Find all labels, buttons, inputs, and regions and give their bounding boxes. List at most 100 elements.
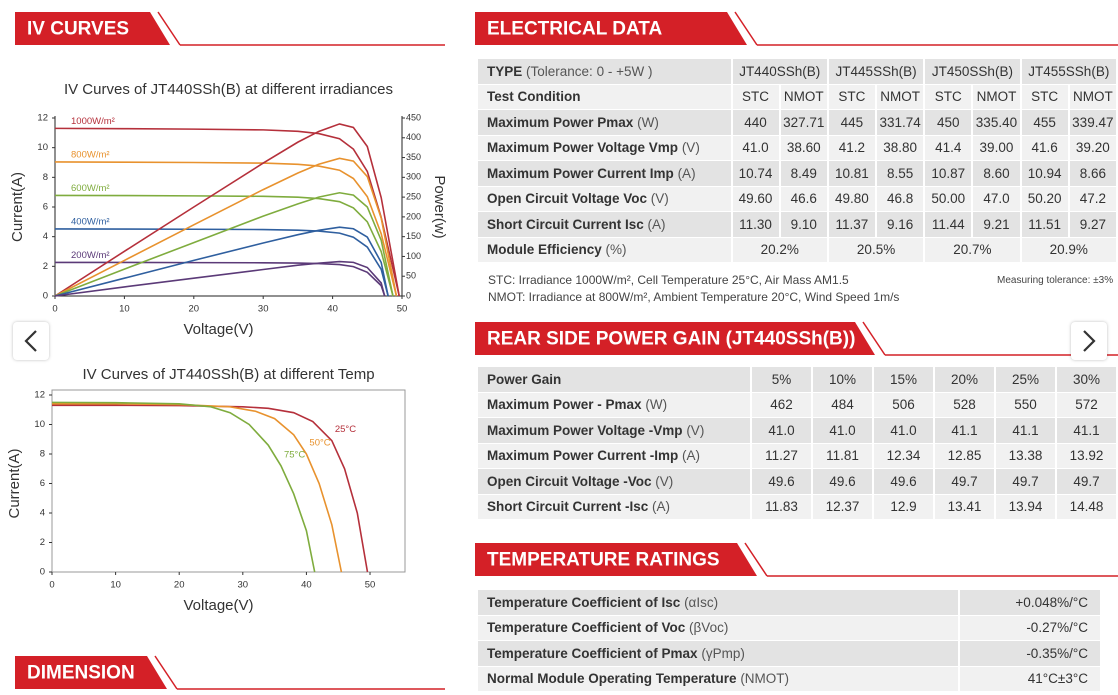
cell: 41.0 <box>752 418 812 443</box>
table-row: Short Circuit Current -Isc (A) 11.83 12.37… <box>478 494 1116 519</box>
y-tick-label: 0 <box>40 567 45 578</box>
table-row: Test Condition STC NMOT STC NMOT STC NMOT STC NM… <box>478 84 1116 109</box>
y2-tick-label: 50 <box>406 271 416 281</box>
y2-tick-label: 350 <box>406 152 421 162</box>
y2-tick-label: 400 <box>406 132 421 142</box>
table-row: Open Circuit Voltage Voc (V) 49.60 46.6 49.… <box>478 186 1116 211</box>
cell: 339.47 <box>1069 110 1116 135</box>
cell: 49.7 <box>935 469 994 494</box>
cell: NMOT <box>973 84 1020 109</box>
x-tick-label: 40 <box>301 580 312 591</box>
cell: JT440SSh(B) <box>732 59 827 84</box>
series-label: 50°C <box>309 438 330 449</box>
unit-text: (Tolerance: 0 - +5W ) <box>526 63 653 79</box>
y-tick-label: 8 <box>40 449 45 460</box>
cell: 49.80 <box>828 186 875 211</box>
label-text: Normal Module Operating Temperature <box>487 671 737 687</box>
cell: 41.4 <box>925 135 972 160</box>
y-tick-label: 6 <box>40 478 45 489</box>
table-row: Maximum Power - Pmax (W) 462 484 506 528 550 5… <box>478 392 1116 417</box>
cell: 506 <box>874 392 933 417</box>
cell: STC <box>828 84 875 109</box>
curve <box>54 157 398 297</box>
cell: 455 <box>1021 110 1068 135</box>
next-button[interactable] <box>1071 322 1107 360</box>
cell: STC <box>925 84 972 109</box>
section-title: IV CURVES <box>27 19 129 40</box>
unit-text: (βVoc) <box>689 620 729 636</box>
cell: 49.7 <box>995 469 1055 494</box>
cell: 12.37 <box>813 494 873 519</box>
row-label: Temperature Coefficient of Voc (βVoc) <box>478 615 958 640</box>
chart-title: IV Curves of JT440SSh(B) at different ir… <box>64 81 393 98</box>
cell: 484 <box>813 392 873 417</box>
row-label: Module Efficiency (%) <box>478 237 731 262</box>
row-label: TYPE (Tolerance: 0 - +5W ) <box>478 59 731 84</box>
y-tick-label: 12 <box>34 390 45 401</box>
x-tick-label: 0 <box>49 580 54 591</box>
section-title: ELECTRICAL DATA <box>487 19 662 40</box>
cell: 11.51 <box>1021 212 1068 237</box>
cell: 11.37 <box>828 212 875 237</box>
plot-frame <box>51 389 406 573</box>
y2-tick-label: 0 <box>406 290 411 300</box>
unit-text: (A) <box>647 216 666 232</box>
cell: 550 <box>995 392 1055 417</box>
tolerance-note: Measuring tolerance: ±3% <box>997 275 1114 286</box>
section-title: TEMPERATURE RATINGS <box>487 550 720 571</box>
cell: 11.27 <box>752 443 812 468</box>
y-tick-label: 4 <box>43 231 48 242</box>
curve <box>54 161 398 297</box>
cell: 10% <box>813 367 873 392</box>
banner-stroke <box>157 11 181 46</box>
y-tick-label: 10 <box>34 419 45 430</box>
cell: 49.7 <box>1056 469 1116 494</box>
unit-text: (W) <box>637 114 659 130</box>
x-tick-label: 0 <box>52 304 57 315</box>
cell: 12.9 <box>874 494 933 519</box>
label-text: Short Circuit Current -Isc <box>487 499 649 515</box>
banner-stroke <box>154 655 178 690</box>
cell: 38.60 <box>780 135 827 160</box>
table-row: Maximum Power Current -Imp (A) 11.27 11.81… <box>478 443 1116 468</box>
table-row: Maximum Power Current Imp (A) 10.74 8.49 10… <box>478 161 1116 186</box>
cell: 41.2 <box>828 135 875 160</box>
cell: 49.6 <box>752 469 812 494</box>
prev-button[interactable] <box>13 322 49 360</box>
x-tick-label: 30 <box>258 304 269 315</box>
x-tick-label: 10 <box>110 580 121 591</box>
row-label: Temperature Coefficient of Pmax (γPmp) <box>478 641 958 666</box>
banner <box>15 656 167 689</box>
cell: 11.44 <box>925 212 972 237</box>
cell: 12.34 <box>874 443 933 468</box>
unit-text: (V) <box>686 422 705 438</box>
y-tick-label: 12 <box>37 113 48 124</box>
cell: STC <box>1021 84 1068 109</box>
banner <box>475 12 747 45</box>
banner-stroke <box>862 321 886 356</box>
section-title: DIMENSION <box>27 663 135 684</box>
label-text: Temperature Coefficient of Pmax <box>487 645 698 661</box>
table-row: Module Efficiency (%) 20.2% 20.5% 20.7% 20.9… <box>478 237 1116 262</box>
cell: 9.10 <box>780 212 827 237</box>
cell: 10.94 <box>1021 161 1068 186</box>
label-text: Temperature Coefficient of Isc <box>487 594 681 610</box>
cell: 13.38 <box>995 443 1055 468</box>
row-label: Power Gain <box>478 367 751 392</box>
row-label: Maximum Power Voltage Vmp (V) <box>478 135 731 160</box>
table-row: Maximum Power Voltage -Vmp (V) 41.0 41.0 41… <box>478 418 1116 443</box>
cell: 13.94 <box>995 494 1055 519</box>
label-text: Maximum Power - Pmax <box>487 397 642 413</box>
row-label: Open Circuit Voltage Voc (V) <box>478 186 731 211</box>
unit-text: (NMOT) <box>740 671 790 687</box>
cell: 49.60 <box>732 186 779 211</box>
unit-text: (V) <box>681 140 700 156</box>
unit-text: (A) <box>652 499 671 515</box>
table: Temperature Coefficient of Isc (αIsc) +0.… <box>476 589 1102 692</box>
row-label: Maximum Power Current Imp (A) <box>478 161 731 186</box>
chart-title: IV Curves of JT440SSh(B) at different Te… <box>82 366 374 383</box>
y-tick-label: 8 <box>43 172 48 183</box>
temperature-table: Temperature Coefficient of Isc (αIsc) +0.… <box>476 589 1118 695</box>
cell: 440 <box>732 110 779 135</box>
table: Power Gain 5% 10% 15% 20% 25% 30% Maximum Power… <box>476 366 1118 520</box>
